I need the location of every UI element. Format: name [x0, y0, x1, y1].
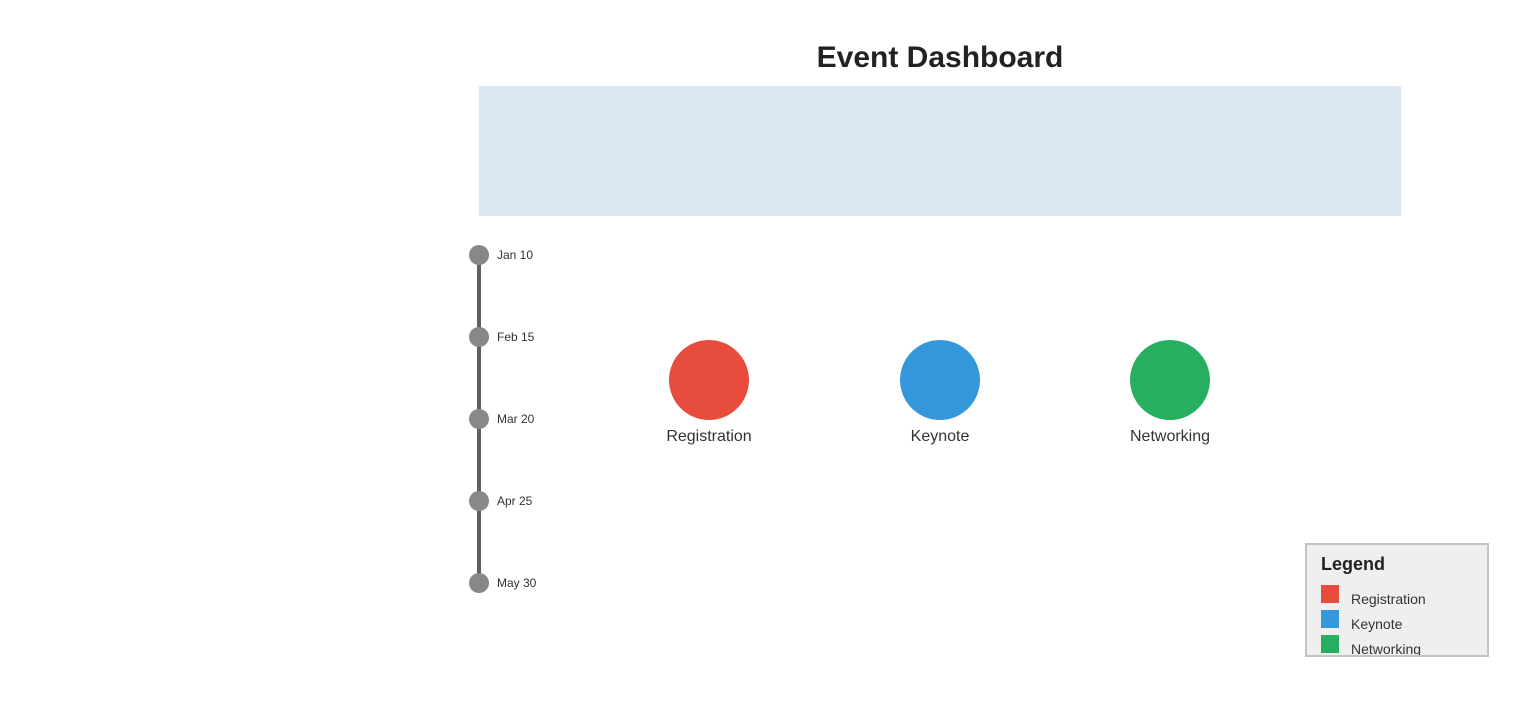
legend-label: Keynote [1351, 616, 1403, 632]
event-label: Networking [1129, 428, 1211, 445]
timeline-dot [469, 409, 489, 429]
timeline-dot [469, 573, 489, 593]
event-networking[interactable]: Networking [1090, 340, 1250, 446]
legend-title: Legend [1321, 554, 1386, 574]
event-circle[interactable] [900, 340, 980, 420]
event-circle[interactable] [669, 340, 749, 420]
legend-label: Networking [1351, 641, 1422, 657]
header-banner [479, 86, 1401, 216]
timeline-date: May 30 [497, 576, 537, 590]
event-label: Keynote [910, 428, 970, 445]
timeline-date: Mar 20 [497, 412, 535, 426]
event-label: Registration [666, 428, 752, 445]
timeline-date: Apr 25 [497, 494, 533, 508]
timeline-dot [469, 327, 489, 347]
event-registration[interactable]: Registration [629, 340, 789, 446]
legend-swatch [1321, 610, 1339, 628]
timeline-date: Jan 10 [497, 248, 534, 262]
event-keynote[interactable]: Keynote [860, 340, 1020, 446]
legend-label: Registration [1351, 591, 1426, 607]
legend-swatch [1321, 635, 1339, 653]
timeline-dot [469, 491, 489, 511]
legend-swatch [1321, 585, 1339, 603]
timeline-dot [469, 245, 489, 265]
page-title: Event Dashboard [816, 41, 1064, 74]
legend: Legend Registration Keynote Networking [1305, 543, 1489, 657]
event-circle[interactable] [1130, 340, 1210, 420]
timeline-date: Feb 15 [497, 330, 535, 344]
